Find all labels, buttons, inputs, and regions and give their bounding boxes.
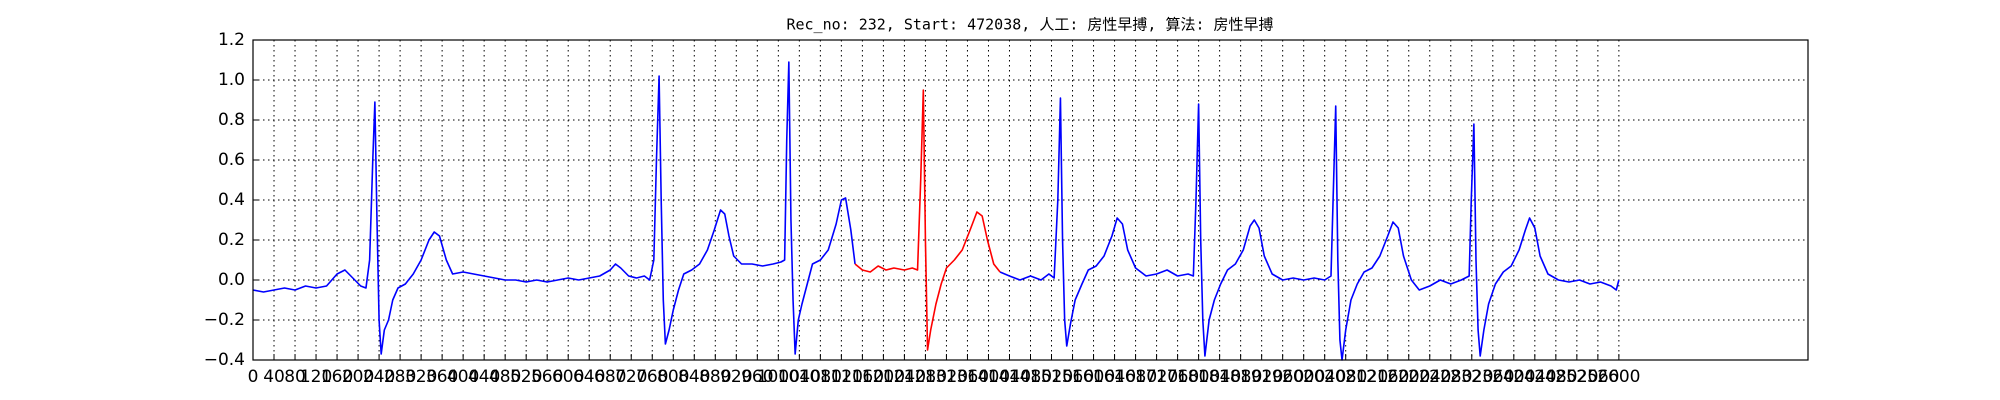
x-tick-label: 840 xyxy=(678,367,710,387)
ecg-line xyxy=(252,61,1620,361)
x-tick-label: 1560 xyxy=(1051,367,1094,387)
x-tick-label: 800 xyxy=(657,367,689,387)
x-tick-label: 1160 xyxy=(841,367,884,387)
x-tick-label: 1760 xyxy=(1156,367,1199,387)
x-tick-label: 2520 xyxy=(1555,367,1598,387)
x-tick-label: 200 xyxy=(342,367,374,387)
y-tick-label: 0.8 xyxy=(218,110,245,130)
plot-frame xyxy=(252,39,1809,361)
ecg-line xyxy=(854,89,1001,351)
y-tick-label: 0.0 xyxy=(218,270,245,290)
x-tick-label: 1440 xyxy=(988,367,1031,387)
x-tick-label: 1080 xyxy=(799,367,842,387)
x-tick-label: 1880 xyxy=(1219,367,1262,387)
x-tick-label: 1320 xyxy=(925,367,968,387)
x-tick-label: 1520 xyxy=(1030,367,1073,387)
x-tick-label: 320 xyxy=(405,367,437,387)
x-tick-label: 1600 xyxy=(1072,367,1115,387)
x-tick-label: 440 xyxy=(468,367,500,387)
x-tick-label: 1280 xyxy=(904,367,947,387)
x-tick-label: 0 xyxy=(248,367,259,387)
x-tick-label: 240 xyxy=(363,367,395,387)
x-tick-label: 1360 xyxy=(946,367,989,387)
x-tick-label: 1400 xyxy=(967,367,1010,387)
x-tick-label: 720 xyxy=(615,367,647,387)
x-tick-label: 1120 xyxy=(820,367,863,387)
x-tick-label: 600 xyxy=(552,367,584,387)
x-tick-label: 2280 xyxy=(1429,367,1472,387)
x-tick-label: 2120 xyxy=(1345,367,1388,387)
y-tick-label: 0.4 xyxy=(218,190,245,210)
x-tick-label: 1840 xyxy=(1198,367,1241,387)
x-tick-label: 1480 xyxy=(1009,367,1052,387)
x-tick-label: 1240 xyxy=(883,367,926,387)
x-tick-label: 880 xyxy=(699,367,731,387)
x-tick-label: 1640 xyxy=(1093,367,1136,387)
x-tick-label: 640 xyxy=(573,367,605,387)
x-tick-label: 2320 xyxy=(1450,367,1493,387)
x-tick-label: 2400 xyxy=(1492,367,1535,387)
x-tick-label: 760 xyxy=(636,367,668,387)
x-tick-label: 2480 xyxy=(1534,367,1577,387)
x-tick-label: 2000 xyxy=(1282,367,1325,387)
x-tick-label: 1800 xyxy=(1177,367,1220,387)
x-tick-label: 2600 xyxy=(1597,367,1640,387)
x-tick-label: 1920 xyxy=(1240,367,1283,387)
x-tick-label: 2080 xyxy=(1324,367,1367,387)
y-tick-label: −0.2 xyxy=(204,310,245,330)
y-tick-label: 0.6 xyxy=(218,150,245,170)
x-tick-label: 2360 xyxy=(1471,367,1514,387)
x-tick-label: 120 xyxy=(300,367,332,387)
x-tick-label: 1680 xyxy=(1114,367,1157,387)
x-tick-label: 2440 xyxy=(1513,367,1556,387)
x-tick-label: 1040 xyxy=(778,367,821,387)
x-tick-label: 960 xyxy=(741,367,773,387)
x-tick-label: 1200 xyxy=(862,367,905,387)
x-tick-label: 80 xyxy=(284,367,306,387)
x-tick-label: 480 xyxy=(489,367,521,387)
x-tick-label: 2200 xyxy=(1387,367,1430,387)
x-tick-label: 520 xyxy=(510,367,542,387)
x-tick-label: 560 xyxy=(531,367,563,387)
y-tick-label: 1.2 xyxy=(218,30,245,50)
y-tick-label: 1.0 xyxy=(218,70,245,90)
x-tick-label: 920 xyxy=(720,367,752,387)
y-tick-label: −0.4 xyxy=(204,350,245,370)
x-tick-label: 1720 xyxy=(1135,367,1178,387)
x-tick-label: 40 xyxy=(263,367,285,387)
x-tick-label: 680 xyxy=(594,367,626,387)
chart-title: Rec_no: 232, Start: 472038, 人工: 房性早搏, 算法… xyxy=(786,16,1273,34)
y-tick-label: 0.2 xyxy=(218,230,245,250)
x-tick-label: 1960 xyxy=(1261,367,1304,387)
x-tick-label: 400 xyxy=(447,367,479,387)
x-tick-label: 2160 xyxy=(1366,367,1409,387)
x-tick-label: 1000 xyxy=(757,367,800,387)
x-tick-label: 2240 xyxy=(1408,367,1451,387)
x-tick-label: 160 xyxy=(321,367,353,387)
x-tick-label: 280 xyxy=(384,367,416,387)
x-tick-label: 2040 xyxy=(1303,367,1346,387)
x-tick-label: 2560 xyxy=(1576,367,1619,387)
x-tick-label: 360 xyxy=(426,367,458,387)
